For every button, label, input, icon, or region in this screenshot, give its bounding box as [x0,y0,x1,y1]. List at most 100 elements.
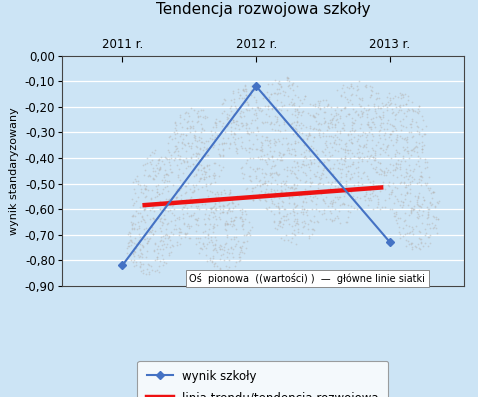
Point [280,150,287,157]
Point [410,203,418,210]
Point [166,206,174,213]
Point [368,131,376,137]
Point [180,156,187,163]
Point [369,193,377,200]
Point [129,212,137,219]
Point [344,150,351,156]
Point [168,203,175,209]
Point [412,244,420,251]
Point [185,213,193,220]
Point [220,244,228,250]
Point [300,154,308,161]
Point [375,132,383,139]
Point [364,195,372,202]
Point [359,144,367,150]
Point [205,173,212,179]
Point [173,127,180,133]
Point [216,214,223,221]
Point [232,234,240,241]
Point [133,225,141,232]
Point [189,161,197,167]
Point [331,137,339,143]
Point [312,118,320,124]
Point [337,155,345,162]
Point [285,200,293,206]
Point [284,82,292,89]
Point [346,174,354,181]
Point [263,181,271,188]
Point [226,105,233,112]
Point [197,135,205,141]
Point [294,225,302,232]
Point [399,152,406,159]
Point [248,119,255,126]
Point [212,247,219,254]
Point [217,166,225,173]
Point [406,121,414,127]
Point [207,179,215,186]
Point [367,187,374,193]
Point [293,210,301,216]
Point [212,134,219,140]
Point [176,133,184,140]
Point [289,80,297,87]
Point [302,195,309,201]
Point [298,219,305,225]
Point [391,153,399,160]
Point [322,133,330,139]
Point [344,98,352,105]
Point [267,171,275,177]
Point [369,119,377,125]
Point [252,110,260,116]
Point [381,136,389,143]
Point [371,152,379,158]
Point [336,202,344,208]
Point [275,206,283,212]
Point [154,157,162,163]
Point [162,244,169,251]
Point [355,95,362,101]
Point [279,221,287,227]
Point [322,96,330,103]
Point [318,170,326,176]
Point [269,104,276,111]
Point [421,179,429,186]
Point [347,202,354,209]
Point [415,207,423,213]
Point [213,189,220,195]
Point [243,92,250,98]
Point [407,229,414,235]
Point [267,207,275,214]
Point [415,190,423,196]
Point [239,206,246,212]
Point [316,127,324,133]
Point [395,224,402,230]
Point [128,257,135,264]
Point [303,206,311,213]
Point [420,197,428,204]
Point [413,179,421,186]
Point [231,141,239,147]
Point [143,239,151,246]
Point [407,129,415,135]
Point [316,180,324,187]
Point [219,146,227,152]
Point [188,169,196,175]
Point [325,157,333,164]
Point [335,141,343,148]
Point [190,187,198,193]
Point [212,120,220,126]
Point [418,146,426,152]
Point [154,160,162,166]
Point [156,238,164,244]
Point [278,103,285,109]
Point [134,194,142,200]
Point [228,197,236,203]
Point [235,251,243,257]
Point [226,196,233,202]
Point [338,85,346,91]
Point [345,188,352,194]
Point [216,202,223,209]
Point [216,265,224,272]
Point [233,193,241,199]
